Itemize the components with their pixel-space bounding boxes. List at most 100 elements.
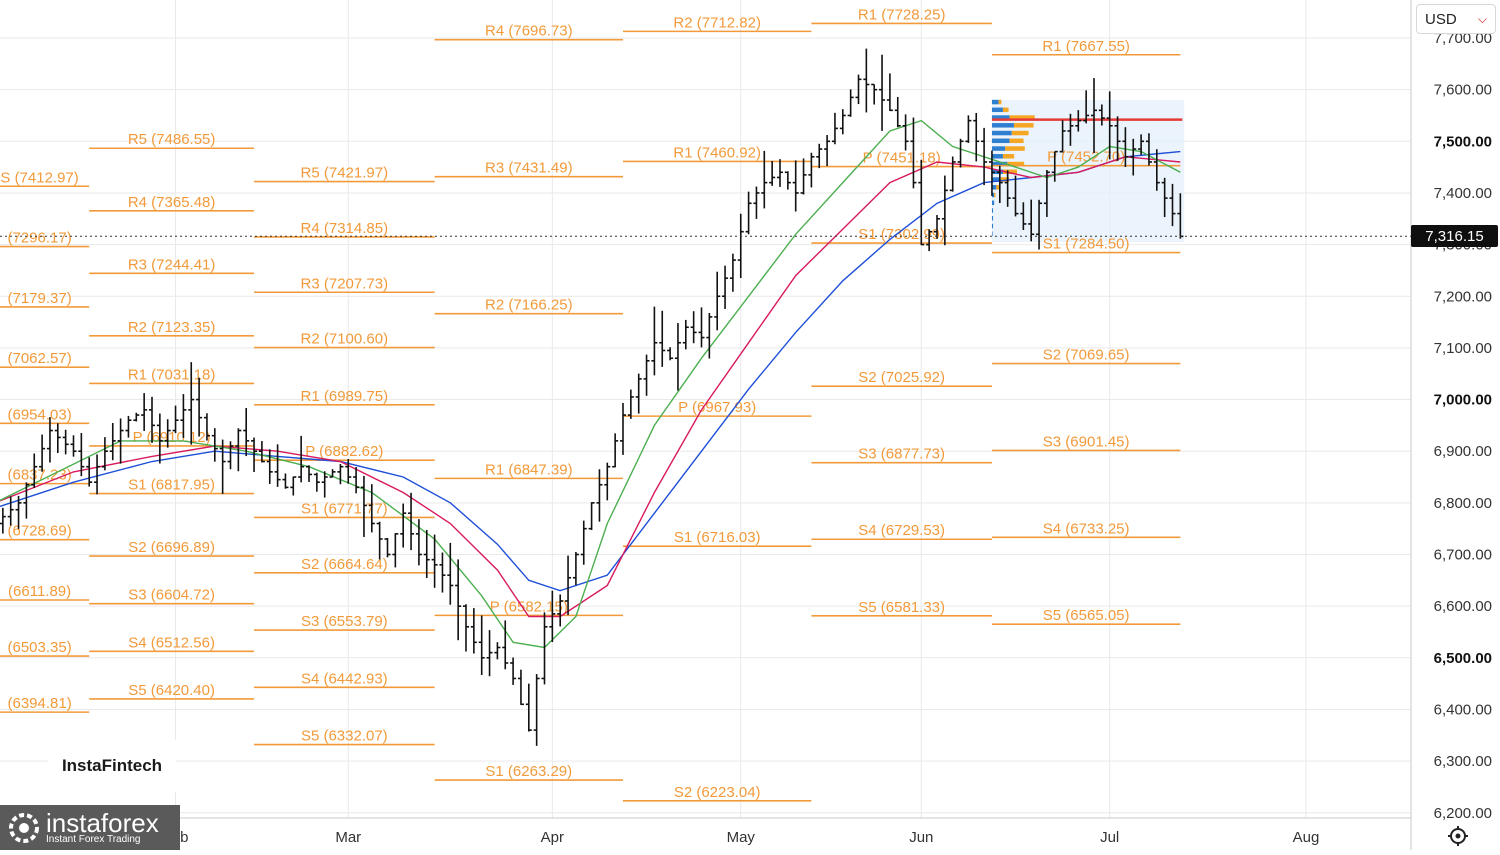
pivot-label: S1 (6817.95) [128,477,215,494]
profile-row-up [991,115,1010,120]
pivot-label: R2 (7166.25) [485,297,573,314]
pivot-label: S5 (6332.07) [301,728,388,745]
profile-row-down [994,192,996,198]
value-area [991,99,1185,243]
pivot-label: R3 (7207.73) [301,275,389,292]
volume-profile [991,99,1185,243]
price-tick-label: 6,500.00 [1434,650,1492,667]
pivot-label: R1 (7031.18) [128,366,216,383]
month-tick-label: Mar [335,829,361,846]
price-tick-label: 7,500.00 [1434,133,1492,150]
price-tick-label: 7,600.00 [1434,82,1492,99]
pivot-label: S4 (6512.56) [128,634,215,651]
pivot-label: S1 (7302.99) [858,226,945,243]
logo-name: instaforex [46,807,159,838]
pivot-label: (6394.81) [7,695,71,712]
pivot-label: S2 (6664.64) [301,556,388,573]
profile-row-up [991,200,995,206]
pivot-label: R1 (6989.75) [301,388,389,405]
month-tick-label: Jun [909,829,933,846]
profile-row-down [1002,169,1017,175]
profile-row-down [1013,123,1034,128]
pivot-label: P (6582.15) [490,598,568,615]
profile-row-up [991,99,999,105]
pivot-label: S1 (7284.50) [1043,236,1130,253]
price-tick-label: 7,000.00 [1434,392,1492,409]
pivot-label: S3 (6877.73) [858,446,945,463]
instafintech-badge: InstaFintech [48,740,176,792]
pivot-label: S3 (6553.79) [301,613,388,630]
pivot-label: S2 (7025.92) [858,369,945,386]
profile-row-up [991,107,1003,113]
pivot-label: (7296.17) [7,230,71,247]
pivot-label: S2 (6223.04) [674,784,761,801]
profile-row-down [1011,130,1029,136]
instaforex-logo: instaforex Instant Forex Trading [0,805,180,850]
profile-row-up [991,154,1003,159]
month-tick-label: May [727,829,756,846]
pivot-label: R3 (7244.41) [128,256,216,273]
pivot-label: (6503.35) [7,639,71,656]
profile-row-up [991,138,1010,144]
price-tick-label: 6,400.00 [1434,701,1492,718]
profile-row-down [1000,177,1010,182]
grid-lines [0,0,1411,818]
profile-row-down [996,185,1000,190]
profile-row-down [1007,161,1025,167]
pivot-label: S4 (6442.93) [301,670,388,687]
pivot-label: R4 (7314.85) [301,220,389,237]
pivot-label: (7179.37) [7,290,71,307]
pivot-levels: S (7412.97) (7296.17) (7179.37) (7062.57) (6… [0,6,1181,802]
price-tick-label: 7,700.00 [1434,30,1492,47]
pivot-label: S4 (6729.53) [858,522,945,539]
price-tick-label: 7,400.00 [1434,185,1492,202]
pivot-label: S1 (6263.29) [485,763,572,780]
price-tick-label: 6,900.00 [1434,443,1492,460]
profile-row-up [991,216,994,221]
profile-row-up [991,130,1012,136]
profile-row-up [991,192,995,198]
pivot-label: S4 (6733.25) [1043,520,1130,537]
pivot-label: R1 (7460.92) [673,144,761,161]
price-tick-label: 7,100.00 [1434,340,1492,357]
pivot-label: R1 (7667.55) [1042,38,1130,55]
profile-row-down [1009,138,1024,144]
month-tick-label: Aug [1293,829,1320,846]
price-tick-label: 6,200.00 [1434,805,1492,822]
current-price-tag: 7,316.15 [1411,225,1498,247]
profile-row-up [991,177,1001,182]
currency-value: USD [1425,10,1457,28]
pivot-label: S1 (6771.77) [301,500,388,517]
pivot-label: (6954.03) [7,406,71,423]
profile-row-up [991,123,1014,128]
profile-row-down [1009,115,1035,120]
pivot-label: R4 (7696.73) [485,23,573,40]
month-tick-label: Jul [1100,829,1119,846]
pivot-label: (6728.69) [7,523,71,540]
pivot-label: S5 (6565.05) [1043,607,1130,624]
settings-icon[interactable] [1446,824,1470,848]
profile-row-down [1002,107,1009,113]
profile-row-down [998,99,1002,105]
pivot-label: R2 (7100.60) [301,331,389,348]
profile-row-down [1005,146,1025,151]
pivot-label: S5 (6420.40) [128,682,215,699]
pivot-label: R2 (7712.82) [673,14,761,31]
profile-row-up [991,161,1008,167]
month-tick-label: Apr [541,829,564,846]
price-tick-label: 6,800.00 [1434,495,1492,512]
currency-select[interactable]: USD ⌵ [1416,4,1496,34]
pivot-label: (7062.57) [7,350,71,367]
pivot-label: R1 (7728.25) [858,6,946,23]
pivot-label: P (6967.93) [678,399,756,416]
pivot-label: R2 (7123.35) [128,319,216,336]
pivot-label: (6611.89) [8,583,71,600]
pivot-label: R5 (7421.97) [301,165,389,182]
profile-row-up [991,231,993,237]
ohlc-bars [0,48,1184,746]
pivot-label: R3 (7431.49) [485,160,573,177]
chevron-down-icon: ⌵ [1477,11,1487,26]
